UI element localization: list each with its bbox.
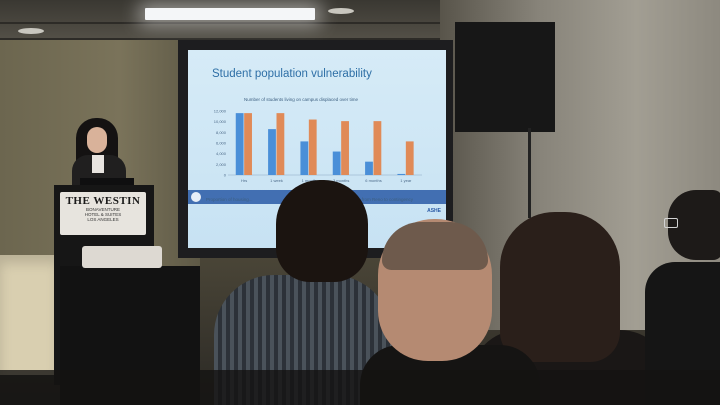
y-tick-label: 0 [224, 173, 227, 178]
bar-series-1 [365, 161, 373, 175]
y-tick-label: 12,000 [214, 109, 227, 114]
bar-chart: 12,000 10,000 8,000 6,000 4,000 2,000 0 Hrs 1 w… [214, 109, 422, 183]
y-tick-label: 4,000 [216, 151, 227, 156]
glasses-icon [664, 218, 678, 228]
x-tick-label: 3 months [333, 178, 349, 183]
x-tick-label: Hrs [241, 178, 247, 183]
logo-icon [191, 192, 201, 202]
podium-sign: THE WESTIN BONAVENTURE HOTEL & SUITES LO… [60, 192, 146, 235]
ceiling-spotlight [328, 8, 354, 14]
floor-shadow [0, 370, 720, 405]
speaker-stand [528, 128, 531, 218]
audience-head-long-hair [500, 212, 620, 362]
wall-speaker [455, 22, 555, 132]
bar-series-2 [341, 121, 349, 175]
bar-series-1 [397, 173, 406, 175]
audience-hair-short [382, 222, 488, 270]
bar-series-2 [244, 113, 252, 175]
audience-head-dark-hair [276, 180, 368, 282]
presenter-face [87, 127, 107, 153]
sign-brand: THE WESTIN [65, 195, 141, 207]
y-tick-label: 2,000 [216, 162, 227, 167]
sign-line-2: HOTEL & SUITES [84, 212, 122, 217]
ceiling-light [145, 8, 315, 20]
ceiling-spotlight [18, 28, 44, 34]
chart-subtitle: Number of students living on campus disp… [244, 97, 359, 102]
x-tick-label: 1 year [400, 178, 412, 183]
slide-brand: ASHE [427, 208, 441, 214]
projector [82, 246, 162, 268]
bar-series-1 [300, 141, 309, 175]
sign-line-1: BONAVENTURE [86, 207, 120, 212]
x-tick-label: 6 months [365, 178, 381, 183]
bar-series-1 [268, 129, 276, 175]
side-table [0, 255, 58, 375]
slide-title: Student population vulnerability [212, 68, 372, 80]
ceiling-grid-line [0, 38, 720, 40]
x-tick-label: 1 week [270, 178, 283, 183]
y-tick-label: 6,000 [216, 141, 227, 146]
y-tick-label: 10,000 [214, 119, 227, 124]
y-tick-label: 8,000 [216, 130, 227, 135]
presenter-collar [92, 155, 104, 173]
slide-footer-right: ...from Reno to contingency [358, 197, 414, 202]
bar-series-2 [373, 121, 382, 175]
audience-head-glasses [668, 190, 720, 260]
bar-series-1 [332, 151, 341, 175]
slide-footer-left: Proportion of housing... [206, 197, 253, 202]
bar-series-2 [405, 141, 414, 175]
bar-series-2 [308, 119, 317, 175]
bar-series-2 [276, 113, 285, 175]
ceiling-grid-line [0, 22, 720, 24]
bar-series-1 [235, 113, 244, 175]
sign-line-3: LOS ANGELES [87, 217, 119, 222]
